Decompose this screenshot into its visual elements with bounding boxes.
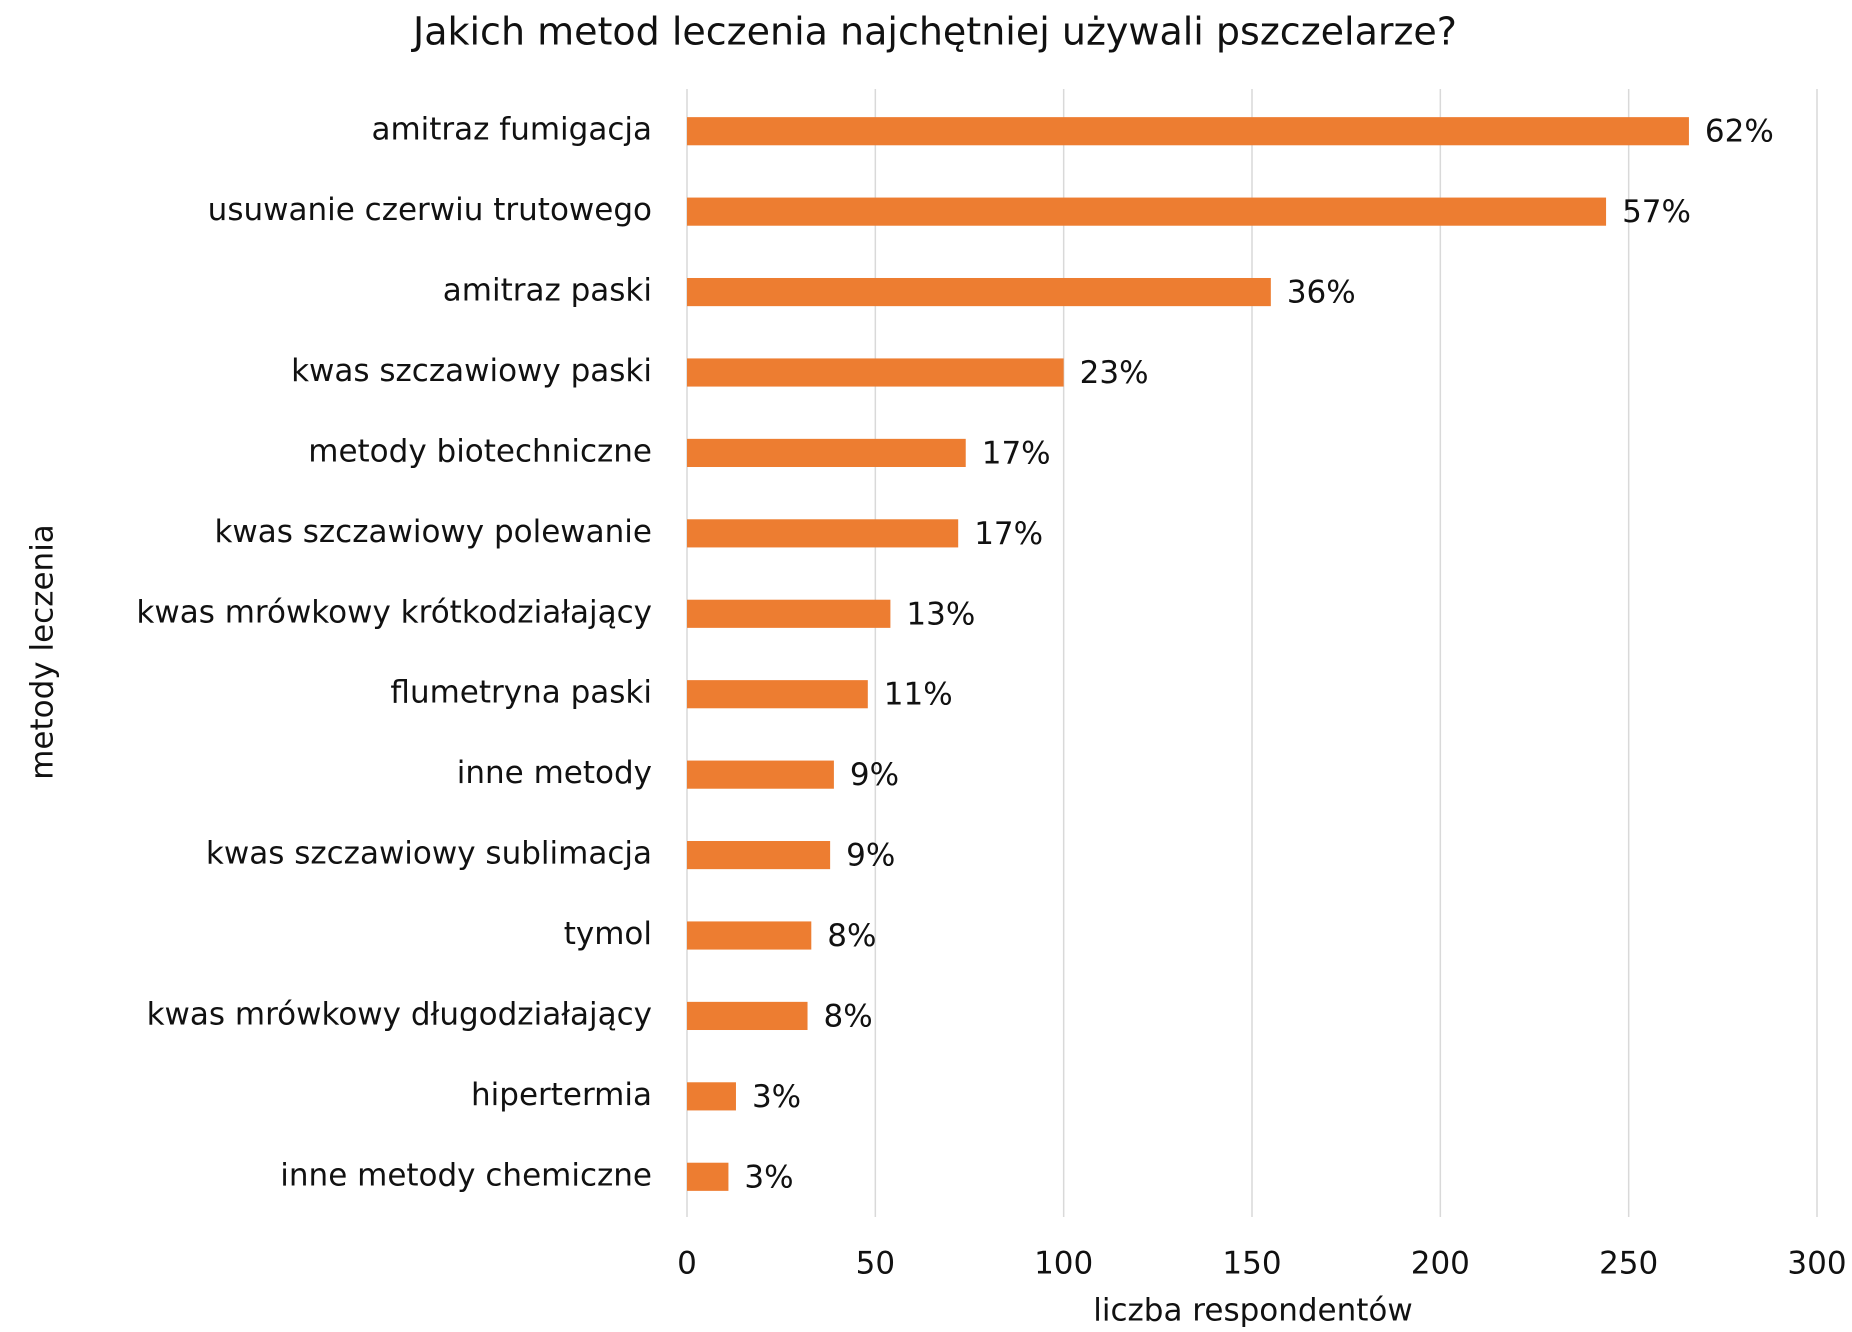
data-label: 36%	[1287, 275, 1356, 311]
x-tick-label: 0	[677, 1246, 697, 1282]
bar	[687, 117, 1689, 146]
data-label: 13%	[906, 596, 975, 632]
y-tick-label: kwas mrówkowy krótkodziałający	[136, 594, 652, 630]
y-tick-label: amitraz paski	[443, 273, 652, 309]
y-tick-label: inne metody chemiczne	[280, 1157, 652, 1193]
data-label: 9%	[846, 838, 895, 874]
y-tick-label: hipertermia	[471, 1077, 652, 1113]
y-tick-label: kwas szczawiowy paski	[291, 353, 652, 389]
bar	[687, 519, 959, 548]
x-tick-label: 150	[1222, 1246, 1281, 1282]
data-label: 3%	[752, 1079, 801, 1115]
data-label: 9%	[850, 757, 899, 793]
bar	[687, 197, 1607, 226]
x-axis-title: liczba respondentów	[1093, 1293, 1413, 1329]
bar	[687, 1162, 729, 1191]
y-tick-label: metody biotechniczne	[308, 433, 652, 469]
bar	[687, 840, 831, 870]
y-tick-label: usuwanie czerwiu trutowego	[208, 192, 652, 228]
x-tick-label: 200	[1411, 1246, 1470, 1282]
bar	[687, 1082, 736, 1111]
y-tick-label: inne metody	[457, 755, 652, 791]
bar	[687, 680, 868, 709]
y-tick-label: flumetryna paski	[390, 675, 652, 711]
x-tick-label: 50	[856, 1246, 895, 1282]
data-label: 17%	[982, 435, 1051, 471]
data-label: 8%	[827, 918, 876, 954]
bar	[687, 277, 1271, 307]
bar	[687, 438, 966, 468]
x-tick-label: 300	[1787, 1246, 1846, 1282]
data-label: 11%	[884, 677, 953, 713]
x-tick-label: 250	[1599, 1246, 1658, 1282]
data-label: 17%	[974, 516, 1043, 552]
bar	[687, 599, 891, 628]
y-tick-label: tymol	[564, 916, 652, 952]
bar	[687, 921, 812, 950]
chart-title: Jakich metod leczenia najchętniej używal…	[411, 10, 1457, 54]
bar	[687, 760, 834, 789]
data-label: 8%	[824, 998, 873, 1034]
x-tick-label: 100	[1034, 1246, 1093, 1282]
data-label: 62%	[1705, 114, 1774, 150]
bar	[687, 1001, 808, 1031]
y-tick-label: kwas mrówkowy długodziałający	[147, 996, 652, 1032]
data-label: 23%	[1080, 355, 1149, 391]
data-label: 3%	[744, 1159, 793, 1195]
y-tick-label: kwas szczawiowy polewanie	[214, 514, 652, 550]
y-axis-title: metody leczenia	[25, 524, 61, 780]
data-label: 57%	[1622, 194, 1691, 230]
y-tick-label: amitraz fumigacja	[371, 112, 652, 148]
y-tick-label: kwas szczawiowy sublimacja	[206, 836, 652, 872]
bar	[687, 358, 1064, 387]
